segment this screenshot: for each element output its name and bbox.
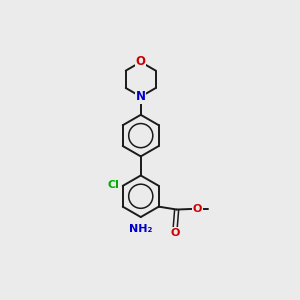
Text: N: N bbox=[136, 90, 146, 103]
Text: O: O bbox=[136, 56, 146, 68]
Text: O: O bbox=[193, 204, 202, 214]
Text: Cl: Cl bbox=[108, 180, 120, 190]
Text: NH₂: NH₂ bbox=[129, 224, 152, 234]
Text: O: O bbox=[170, 228, 180, 238]
